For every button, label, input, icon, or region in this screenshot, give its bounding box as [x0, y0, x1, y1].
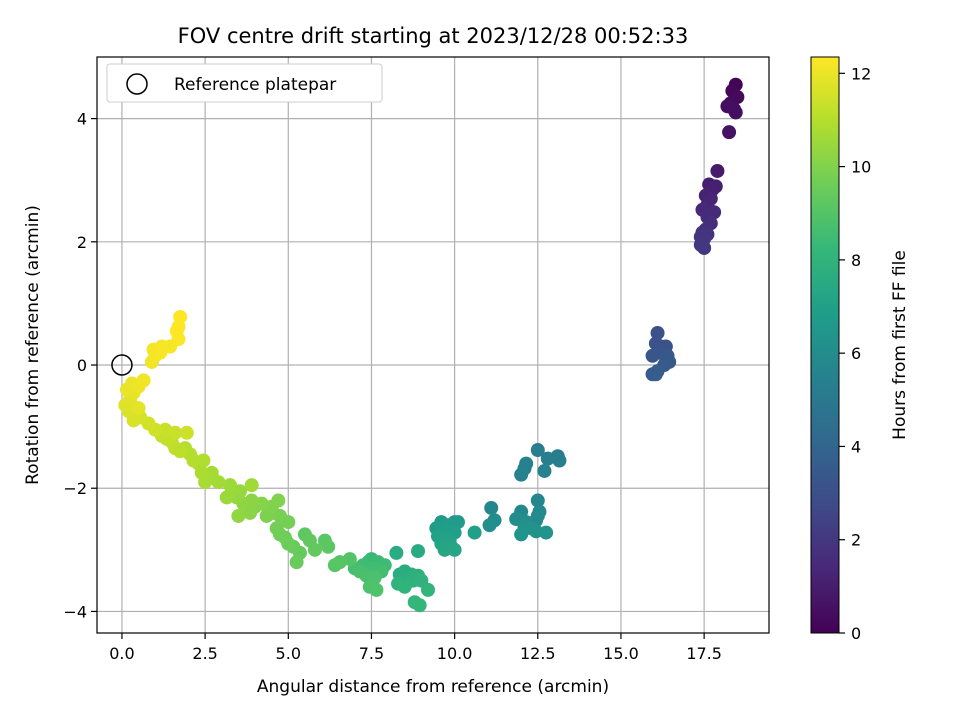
scatter-point [131, 401, 146, 416]
x-tick-label: 0.0 [109, 644, 134, 663]
scatter-point [173, 309, 188, 324]
scatter-point [697, 240, 712, 255]
scatter-point [223, 478, 238, 493]
colorbar-tick-label: 10 [851, 158, 871, 177]
x-tick-label: 7.5 [359, 644, 384, 663]
scatter-point [327, 558, 342, 573]
chart-title: FOV centre drift starting at 2023/12/28 … [178, 24, 689, 48]
scatter-point [411, 544, 426, 559]
scatter-point [650, 325, 665, 340]
x-tick-label: 17.5 [686, 644, 722, 663]
scatter-point [537, 463, 552, 478]
y-axis-ticks: −4 −2 0 2 4 [63, 110, 97, 621]
scatter-point [412, 598, 427, 613]
colorbar-tick-label: 2 [851, 531, 861, 550]
scatter-point [397, 579, 412, 594]
x-tick-label: 10.0 [437, 644, 473, 663]
scatter-point [722, 125, 737, 140]
y-tick-label: 0 [77, 356, 87, 375]
scatter-point [552, 453, 567, 468]
legend-box [106, 63, 383, 103]
scatter-point [539, 525, 554, 540]
colorbar-tick-label: 12 [851, 64, 871, 83]
scatter-point [389, 545, 404, 560]
colorbar-tick-label: 0 [851, 624, 861, 643]
colorbar-tick-label: 8 [851, 251, 861, 270]
scatter-point [514, 467, 529, 482]
scatter-point [530, 493, 545, 508]
colorbar-tick-label: 4 [851, 437, 861, 456]
colorbar-ticks: 0 2 4 6 8 10 12 [839, 64, 871, 643]
scatter-point [447, 542, 462, 557]
scatter-point [710, 163, 725, 178]
scatter-point [437, 542, 452, 557]
scatter-point [530, 443, 545, 458]
x-axis-ticks: 0.0 2.5 5.0 7.5 10.0 12.5 15.0 17.5 [109, 633, 722, 663]
scatter-point [540, 451, 555, 466]
colorbar [810, 56, 840, 634]
scatter-point [728, 105, 743, 120]
scatter-point [196, 453, 211, 468]
legend-marker-icon [126, 73, 148, 95]
scatter-point [648, 367, 663, 382]
scatter-point [289, 555, 304, 570]
colorbar-label: Hours from first FF file [890, 250, 910, 440]
x-axis-label: Angular distance from reference (arcmin) [257, 677, 609, 697]
y-axis-label: Rotation from reference (arcmin) [23, 205, 43, 485]
scatter-point [168, 425, 183, 440]
scatter-point [136, 373, 151, 388]
x-tick-label: 2.5 [192, 644, 217, 663]
scatter-point [153, 345, 168, 360]
scatter-point [645, 348, 660, 363]
x-tick-label: 12.5 [520, 644, 556, 663]
colorbar-tick-label: 6 [851, 344, 861, 363]
plot-frame [96, 56, 770, 634]
scatter-point [271, 493, 286, 508]
scatter-point [244, 478, 259, 493]
scatter-point [514, 527, 529, 542]
scatter-point [219, 490, 234, 505]
grid [97, 57, 769, 633]
scatter-point [269, 521, 284, 536]
scatter-point [307, 542, 322, 557]
scatter-point [482, 518, 497, 533]
scatter-point [467, 525, 482, 540]
scatter-point [484, 500, 499, 515]
legend: Reference platepar [106, 63, 383, 103]
x-tick-label: 5.0 [276, 644, 301, 663]
x-tick-label: 15.0 [603, 644, 639, 663]
scatter-point [321, 539, 336, 554]
y-tick-label: 4 [77, 110, 87, 129]
scatter-points [118, 77, 745, 613]
y-tick-label: −2 [63, 479, 87, 498]
reference-platepar-marker [111, 354, 133, 376]
legend-entry-reference-platepar: Reference platepar [174, 75, 336, 95]
scatter-point [369, 582, 384, 597]
scatter-point [179, 425, 194, 440]
scatter-point [231, 508, 246, 523]
y-tick-label: 2 [77, 233, 87, 252]
y-tick-label: −4 [63, 602, 87, 621]
scatter-point [421, 582, 436, 597]
